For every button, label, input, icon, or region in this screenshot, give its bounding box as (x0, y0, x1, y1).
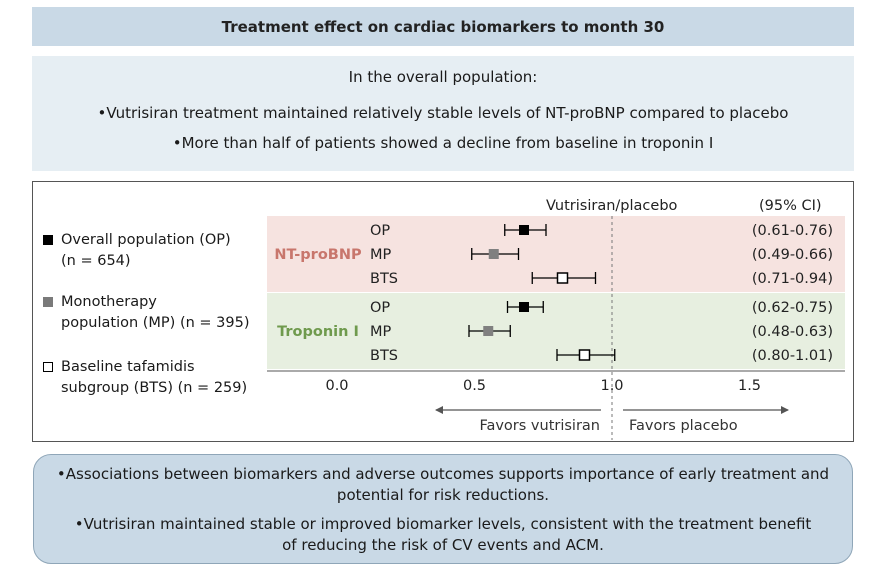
ci-value: (0.71-0.94) (752, 271, 833, 287)
row-label: OP (370, 300, 390, 316)
row-label: MP (370, 324, 392, 340)
x-tick-label: 1.0 (600, 378, 623, 394)
group-label: NT-proBNP (274, 247, 362, 263)
conclusion-bullet: •Associations between biomarkers and adv… (56, 465, 830, 483)
ci-value: (0.62-0.75) (752, 300, 833, 316)
conclusion-bullet-cont: potential for risk reductions. (336, 486, 550, 504)
forest-plot: Vutrisiran/placebo (95% CI) NT-proBNP OP (0.… (267, 198, 845, 440)
group-label: Troponin I (277, 324, 359, 340)
group-band-1 (267, 293, 845, 369)
favors-right-label: Favors placebo (629, 418, 738, 434)
gray-square-icon (43, 297, 53, 307)
estimate-marker (578, 349, 591, 361)
ci-value: (0.80-1.01) (752, 348, 833, 364)
figure-title: Treatment effect on cardiac biomarkers t… (221, 17, 665, 36)
estimate-marker (488, 249, 499, 259)
favors-left-label: Favors vutrisiran (479, 418, 600, 434)
conclusion-bullet: •Vutrisiran maintained stable or improve… (74, 515, 812, 533)
estimate-marker (556, 272, 569, 284)
row-label: BTS (370, 271, 398, 287)
row-label: MP (370, 247, 392, 263)
summary-bullet: •Vutrisiran treatment maintained relativ… (97, 104, 789, 122)
group-band-0 (267, 216, 845, 292)
ci-value: (0.61-0.76) (752, 223, 833, 239)
ci-header: (95% CI) (759, 198, 822, 214)
summary-heading: In the overall population: (348, 68, 538, 86)
filled-square-icon (43, 235, 53, 245)
column-header: Vutrisiran/placebo (546, 198, 678, 214)
x-tick-label: 0.0 (325, 378, 348, 394)
estimate-marker (519, 225, 529, 235)
figure-title-bar: Treatment effect on cardiac biomarkers t… (32, 7, 854, 46)
ci-value: (0.49-0.66) (752, 247, 833, 263)
row-label: OP (370, 223, 390, 239)
x-tick-label: 0.5 (463, 378, 486, 394)
conclusion-bullet-cont: of reducing the risk of CV events and AC… (282, 536, 604, 554)
summary-bullet: •More than half of patients showed a dec… (172, 134, 714, 152)
ci-value: (0.48-0.63) (752, 324, 833, 340)
x-tick-label: 1.5 (738, 378, 761, 394)
estimate-marker (483, 326, 494, 336)
summary-box: In the overall population: •Vutrisiran t… (32, 56, 854, 171)
conclusions-box: •Associations between biomarkers and adv… (33, 454, 853, 564)
estimate-marker (519, 302, 529, 312)
open-square-icon (43, 362, 53, 372)
forest-plot-panel: Overall population (OP) (n = 654) Monoth… (32, 181, 854, 442)
row-label: BTS (370, 348, 398, 364)
